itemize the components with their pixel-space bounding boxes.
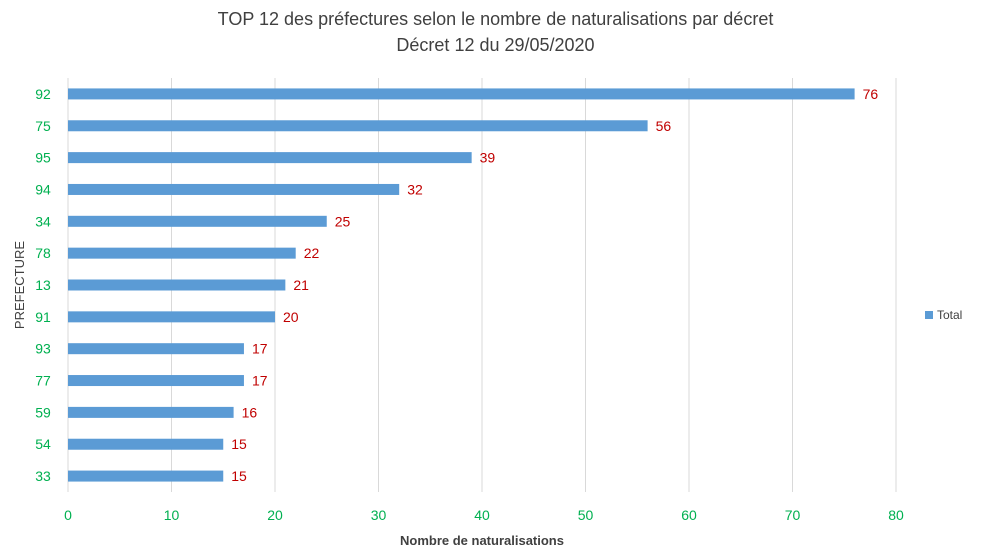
y-tick-label: 91 — [35, 309, 51, 325]
bar — [68, 343, 244, 355]
bar — [68, 375, 244, 387]
bar — [68, 183, 400, 195]
y-tick-label: 78 — [35, 245, 51, 261]
data-label: 15 — [231, 468, 247, 484]
data-label: 20 — [283, 309, 299, 325]
bar — [68, 152, 472, 164]
y-axis-title: PREFECTURE — [12, 241, 27, 329]
data-label: 17 — [252, 373, 268, 389]
y-tick-label: 13 — [35, 277, 51, 293]
bar — [68, 406, 234, 418]
x-tick-label: 20 — [267, 507, 283, 523]
x-tick-label: 80 — [888, 507, 904, 523]
y-tick-label: 95 — [35, 150, 51, 166]
bar — [68, 438, 224, 450]
data-label: 56 — [656, 118, 672, 134]
bar — [68, 247, 296, 259]
y-tick-label: 75 — [35, 118, 51, 134]
x-tick-label: 60 — [681, 507, 697, 523]
bar — [68, 311, 275, 323]
bar — [68, 88, 855, 100]
bar — [68, 215, 327, 227]
bar — [68, 120, 648, 132]
legend-label: Total — [937, 308, 963, 322]
bar — [68, 279, 286, 291]
y-tick-label: 92 — [35, 86, 51, 102]
legend: Total — [925, 308, 962, 322]
x-tick-label: 70 — [785, 507, 801, 523]
x-axis-title: Nombre de naturalisations — [400, 533, 564, 548]
data-label: 22 — [304, 245, 320, 261]
y-tick-label: 93 — [35, 341, 51, 357]
data-label: 21 — [293, 277, 309, 293]
x-tick-label: 40 — [474, 507, 490, 523]
bar — [68, 470, 224, 482]
data-label: 39 — [480, 150, 496, 166]
y-tick-label: 33 — [35, 468, 51, 484]
chart-title: TOP 12 des préfectures selon le nombre d… — [217, 9, 774, 29]
data-label: 15 — [231, 436, 247, 452]
x-tick-label: 0 — [64, 507, 72, 523]
legend-swatch — [925, 311, 933, 319]
y-tick-label: 34 — [35, 213, 51, 229]
x-tick-label: 50 — [578, 507, 594, 523]
x-tick-label: 30 — [371, 507, 387, 523]
data-label: 76 — [863, 86, 879, 102]
y-tick-label: 94 — [35, 181, 51, 197]
chart-subtitle: Décret 12 du 29/05/2020 — [396, 35, 595, 55]
data-label: 25 — [335, 213, 351, 229]
x-tick-label: 10 — [164, 507, 180, 523]
data-label: 16 — [242, 404, 258, 420]
data-label: 17 — [252, 341, 268, 357]
y-tick-label: 77 — [35, 373, 51, 389]
data-label: 32 — [407, 181, 423, 197]
y-tick-label: 54 — [35, 436, 51, 452]
y-tick-label: 59 — [35, 404, 51, 420]
